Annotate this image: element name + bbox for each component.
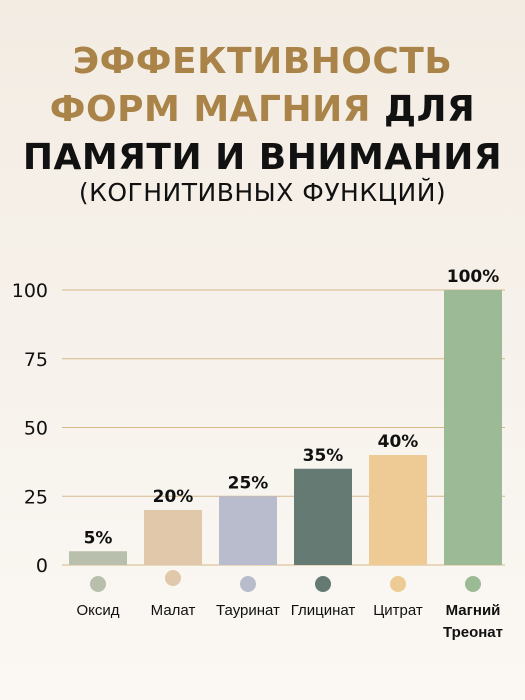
chart-subtitle: (КОГНИТИВНЫХ ФУНКЦИЙ) xyxy=(78,178,447,207)
bar-chart: 0 25 50 75 100 5% Оксид 20% Малат 25% Тауринат 35% Г… xyxy=(12,267,505,641)
data-label: 35% xyxy=(303,446,344,466)
bar xyxy=(219,496,277,565)
bar xyxy=(144,510,202,565)
title-line-2-dark: ДЛЯ xyxy=(384,89,476,130)
bar xyxy=(369,455,427,565)
y-tick-label: 100 xyxy=(12,280,48,302)
title-line-2: ФОРМ МАГНИЯ ДЛЯ xyxy=(0,86,525,134)
y-tick-label: 0 xyxy=(36,555,48,577)
data-label: 5% xyxy=(84,528,113,548)
x-tick-label: Глицинат xyxy=(291,602,356,619)
data-label: 100% xyxy=(447,267,500,287)
y-tick-label: 50 xyxy=(24,418,48,440)
data-label: 25% xyxy=(228,473,269,493)
bar xyxy=(69,551,127,565)
x-tick-label: Оксид xyxy=(76,602,119,619)
category-color-dot xyxy=(465,576,481,592)
category-color-dot xyxy=(165,570,181,586)
category-color-dot xyxy=(240,576,256,592)
title-line-1: ЭФФЕКТИВНОСТЬ xyxy=(72,41,453,82)
y-tick-label: 25 xyxy=(24,486,48,508)
category-color-dot xyxy=(90,576,106,592)
x-tick-label: Тауринат xyxy=(216,602,280,619)
x-tick-label: Цитрат xyxy=(373,602,423,619)
category-color-dot xyxy=(390,576,406,592)
category-color-dot xyxy=(315,576,331,592)
x-tick-label: Малат xyxy=(151,602,196,619)
bar xyxy=(294,468,352,565)
chart-title: ЭФФЕКТИВНОСТЬ ФОРМ МАГНИЯ ДЛЯ ПАМЯТИ И В… xyxy=(0,38,525,182)
y-tick-label: 75 xyxy=(24,349,48,371)
title-line-2-accent: ФОРМ МАГНИЯ xyxy=(49,89,371,130)
x-tick-label: Треонат xyxy=(443,624,503,641)
data-label: 20% xyxy=(153,487,194,507)
x-tick-label: Магний xyxy=(446,602,501,619)
bar xyxy=(444,290,502,565)
data-label: 40% xyxy=(378,432,419,452)
title-line-3: ПАМЯТИ И ВНИМАНИЯ xyxy=(22,137,503,178)
